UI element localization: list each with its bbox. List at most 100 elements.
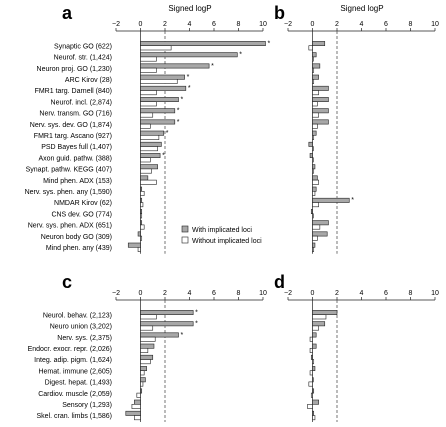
x-tick-label: 10 <box>431 21 439 28</box>
bar-with-loci <box>312 186 317 192</box>
legend-label-without: Without implicated loci <box>192 238 262 245</box>
bar-with-loci <box>140 119 176 125</box>
category-label: Nerv. sys. phen. ADX (651) <box>28 223 112 230</box>
bar-with-loci <box>137 231 141 237</box>
category-label: Nerv. sys. phen. any (1,590) <box>25 189 112 196</box>
bar-without-loci <box>140 179 157 185</box>
bar-without-loci <box>312 325 319 331</box>
significance-star: * <box>180 96 183 103</box>
x-tick-label: 6 <box>384 21 388 28</box>
bar-with-loci <box>312 343 317 349</box>
panel-letter-c: c <box>62 272 72 292</box>
bar-with-loci <box>312 310 338 315</box>
bar-with-loci <box>312 332 317 338</box>
bar-with-loci <box>140 164 158 170</box>
bar-without-loci <box>140 90 157 96</box>
bar-without-loci <box>140 135 160 140</box>
bar-without-loci <box>312 224 321 230</box>
panel-c: −2 0 2 4 6 8 10 Neurol. behav. (2,123) * Neuro un… <box>28 290 267 422</box>
bar-without-loci <box>312 90 319 96</box>
bar-with-loci <box>125 410 141 416</box>
bar-without-loci <box>310 392 313 398</box>
bar-without-loci <box>140 79 178 84</box>
bar-with-loci <box>312 52 317 58</box>
bar-without-loci <box>140 224 145 230</box>
category-label: Nerv. sys. (2,375) <box>57 335 112 342</box>
bar-without-loci <box>309 336 313 342</box>
x-tick-label: −2 <box>112 290 120 297</box>
legend-swatch-without <box>181 236 189 244</box>
bar-without-loci <box>140 235 143 241</box>
x-tick-label: −2 <box>284 290 292 297</box>
bar-with-loci <box>140 108 176 114</box>
bar-without-loci <box>309 347 313 353</box>
significance-star: * <box>195 309 198 316</box>
bar-with-loci <box>140 85 187 91</box>
category-label: ARC Kirov (28) <box>65 77 112 84</box>
panel-letter-d: d <box>274 272 285 292</box>
x-tick-label: 0 <box>311 21 315 28</box>
bar-with-loci <box>140 354 154 360</box>
bar-with-loci <box>308 141 313 147</box>
bar-with-loci <box>140 209 143 214</box>
bar-without-loci <box>140 67 157 73</box>
bar-with-loci <box>312 410 315 416</box>
bar-with-loci <box>309 153 313 158</box>
bar-with-loci <box>312 242 316 248</box>
bar-with-loci <box>310 354 313 360</box>
bar-with-loci <box>312 197 350 203</box>
bar-without-loci <box>140 157 151 163</box>
bar-without-loci <box>308 381 313 387</box>
significance-star: * <box>162 152 165 159</box>
category-label: Cardiov. muscle (2,059) <box>38 391 112 398</box>
panel-letter-a: a <box>62 3 73 23</box>
bar-with-loci <box>140 197 143 203</box>
bar-without-loci <box>136 392 141 398</box>
legend-label-with: With implicated loci <box>192 227 252 234</box>
bar-with-loci <box>140 141 162 147</box>
bar-without-loci <box>312 67 315 73</box>
category-label: Skel. cran. limbs (1,586) <box>37 413 112 420</box>
panel-letter-b: b <box>274 3 285 23</box>
x-tick-label: 0 <box>139 21 143 28</box>
bar-without-loci <box>312 112 319 118</box>
category-label: CNS dev. GO (774) <box>51 211 112 218</box>
bar-with-loci <box>140 388 143 394</box>
bar-without-loci <box>140 101 157 107</box>
category-label: Nerv. transm. GO (716) <box>39 111 112 118</box>
bar-with-loci <box>140 63 210 69</box>
bar-with-loci <box>140 41 266 47</box>
bar-with-loci <box>312 97 329 103</box>
bar-without-loci <box>312 314 327 320</box>
significance-star: * <box>267 40 270 47</box>
bar-with-loci <box>312 366 316 371</box>
significance-star: * <box>180 332 183 339</box>
bar-with-loci <box>140 321 194 327</box>
x-tick-label: 4 <box>360 21 364 28</box>
bar-without-loci <box>312 359 315 365</box>
x-tick-label: 8 <box>409 290 413 297</box>
x-tick-label: 10 <box>431 290 439 297</box>
category-label: Neurof. str. (1,424) <box>54 55 112 62</box>
x-tick-label: 0 <box>311 290 315 297</box>
bar-with-loci <box>312 231 328 237</box>
category-label: Neuro union (3,202) <box>50 324 112 331</box>
x-tick-label: 2 <box>335 290 339 297</box>
x-tick-label: 4 <box>188 290 192 297</box>
bar-with-loci <box>134 399 141 405</box>
category-label: Synaptic GO (622) <box>54 43 112 50</box>
bar-without-loci <box>312 157 314 163</box>
category-label: Axon guid. pathw. (388) <box>38 155 112 162</box>
bar-with-loci <box>140 175 149 181</box>
bar-without-loci <box>140 314 157 320</box>
bar-with-loci <box>312 164 316 170</box>
bar-with-loci <box>140 220 143 226</box>
significance-star: * <box>351 197 354 204</box>
category-label: FMR1 targ. Ascano (927) <box>34 133 112 140</box>
x-tick-label: 2 <box>163 290 167 297</box>
category-label: Mind phen. any (439) <box>46 245 112 252</box>
bar-without-loci <box>312 235 318 241</box>
axis-title: Signed logP <box>168 4 211 13</box>
significance-star: * <box>187 74 190 81</box>
